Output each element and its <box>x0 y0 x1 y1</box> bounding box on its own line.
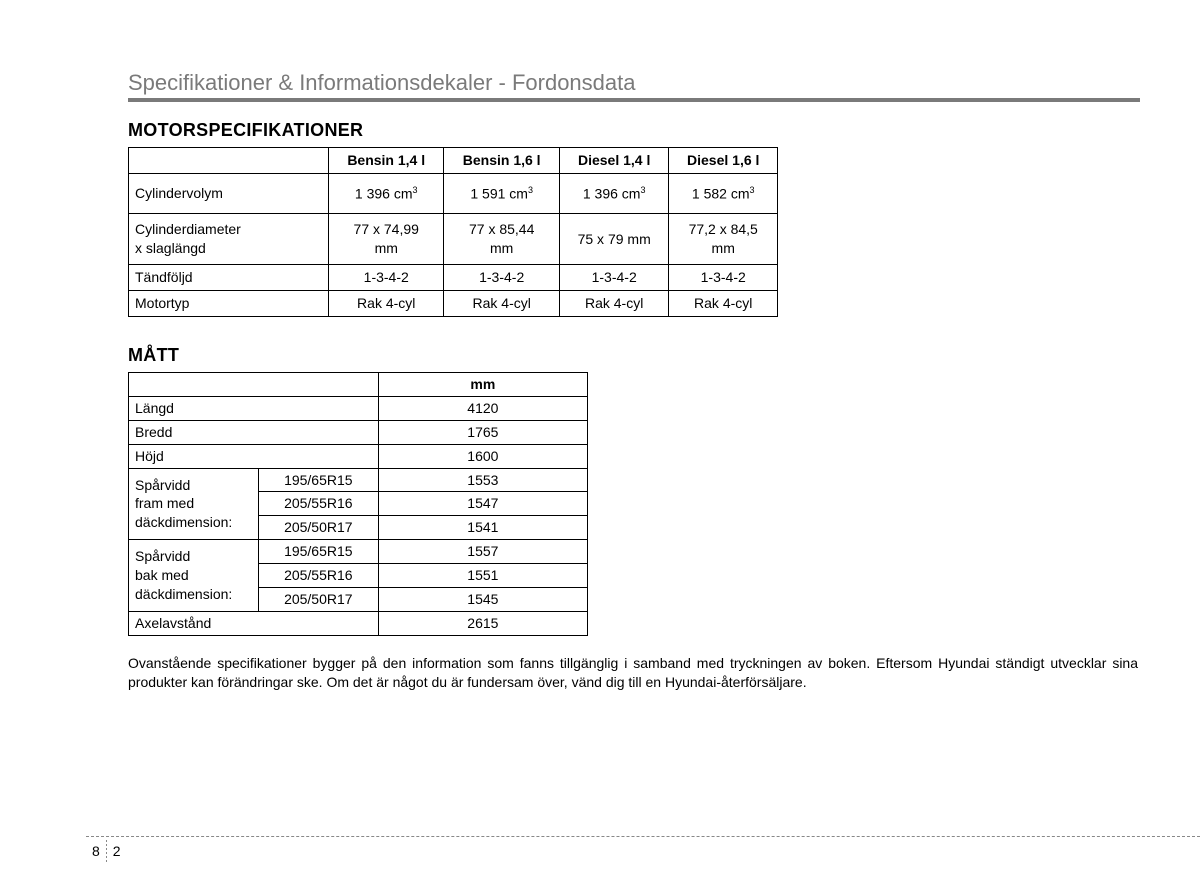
cell: Rak 4-cyl <box>329 291 444 317</box>
row-label: Höjd <box>129 444 379 468</box>
table-row: Motortyp Rak 4-cyl Rak 4-cyl Rak 4-cyl R… <box>129 291 778 317</box>
cell: 1 396 cm3 <box>559 173 669 214</box>
col-header: Bensin 1,6 l <box>444 148 559 174</box>
cell: 205/50R17 <box>258 516 378 540</box>
cell: 1557 <box>378 540 587 564</box>
cell: 1765 <box>378 420 587 444</box>
cell: 205/55R16 <box>258 492 378 516</box>
table-row: Cylindervolym 1 396 cm3 1 591 cm3 1 396 … <box>129 173 778 214</box>
page-number: 8 2 <box>86 840 127 862</box>
cell: 2615 <box>378 611 587 635</box>
cell: 4120 <box>378 396 587 420</box>
table-row: Spårviddfram meddäckdimension: 195/65R15… <box>129 468 588 492</box>
row-label: Längd <box>129 396 379 420</box>
cell: 1-3-4-2 <box>444 265 559 291</box>
chapter-number: 8 <box>86 843 106 859</box>
blank-header <box>129 373 379 397</box>
table-header-row: Bensin 1,4 l Bensin 1,6 l Diesel 1,4 l D… <box>129 148 778 174</box>
row-label: Spårviddfram meddäckdimension: <box>129 468 259 540</box>
cell: Rak 4-cyl <box>669 291 778 317</box>
row-label: Cylinderdiameterx slaglängd <box>129 214 329 265</box>
cell: 1 396 cm3 <box>329 173 444 214</box>
table-header-row: mm <box>129 373 588 397</box>
table-row: Spårviddbak meddäckdimension: 195/65R15 … <box>129 540 588 564</box>
cell: 1 582 cm3 <box>669 173 778 214</box>
table-row: Axelavstånd 2615 <box>129 611 588 635</box>
cell: 195/65R15 <box>258 468 378 492</box>
col-header: mm <box>378 373 587 397</box>
table-row: Längd 4120 <box>129 396 588 420</box>
col-header: Diesel 1,4 l <box>559 148 669 174</box>
cell: 1 591 cm3 <box>444 173 559 214</box>
row-label: Motortyp <box>129 291 329 317</box>
cell: 1541 <box>378 516 587 540</box>
table-row: Höjd 1600 <box>129 444 588 468</box>
blank-header <box>129 148 329 174</box>
section1-heading: MOTORSPECIFIKATIONER <box>128 120 1140 141</box>
cell: Rak 4-cyl <box>444 291 559 317</box>
footer-divider <box>86 836 1200 837</box>
cell: 1547 <box>378 492 587 516</box>
cell: 1600 <box>378 444 587 468</box>
cell: 1-3-4-2 <box>329 265 444 291</box>
dimensions-table: mm Längd 4120 Bredd 1765 Höjd 1600 Spårv… <box>128 372 588 636</box>
table-row: Cylinderdiameterx slaglängd 77 x 74,99mm… <box>129 214 778 265</box>
cell: 75 x 79 mm <box>559 214 669 265</box>
cell: 77 x 85,44mm <box>444 214 559 265</box>
cell: 195/65R15 <box>258 540 378 564</box>
cell: 1-3-4-2 <box>669 265 778 291</box>
cell: 1553 <box>378 468 587 492</box>
col-header: Diesel 1,6 l <box>669 148 778 174</box>
row-label: Tändföljd <box>129 265 329 291</box>
cell: 1551 <box>378 564 587 588</box>
cell: 1545 <box>378 588 587 612</box>
cell: 205/50R17 <box>258 588 378 612</box>
page-footer: 8 2 <box>86 836 1200 837</box>
page-content: Specifikationer & Informationsdekaler - … <box>0 0 1200 693</box>
footer-note: Ovanstående specifikationer bygger på de… <box>128 654 1138 693</box>
page-number-value: 2 <box>107 843 127 859</box>
cell: 77 x 74,99mm <box>329 214 444 265</box>
cell: 77,2 x 84,5mm <box>669 214 778 265</box>
row-label: Spårviddbak meddäckdimension: <box>129 540 259 612</box>
col-header: Bensin 1,4 l <box>329 148 444 174</box>
cell: 205/55R16 <box>258 564 378 588</box>
table-row: Bredd 1765 <box>129 420 588 444</box>
row-label: Axelavstånd <box>129 611 379 635</box>
engine-spec-table: Bensin 1,4 l Bensin 1,6 l Diesel 1,4 l D… <box>128 147 778 317</box>
cell: Rak 4-cyl <box>559 291 669 317</box>
table-row: Tändföljd 1-3-4-2 1-3-4-2 1-3-4-2 1-3-4-… <box>129 265 778 291</box>
header-line: Specifikationer & Informationsdekaler - … <box>128 70 1140 102</box>
section2-heading: MÅTT <box>128 345 1140 366</box>
row-label: Bredd <box>129 420 379 444</box>
header-title: Specifikationer & Informationsdekaler - … <box>128 70 1140 96</box>
row-label: Cylindervolym <box>129 173 329 214</box>
cell: 1-3-4-2 <box>559 265 669 291</box>
